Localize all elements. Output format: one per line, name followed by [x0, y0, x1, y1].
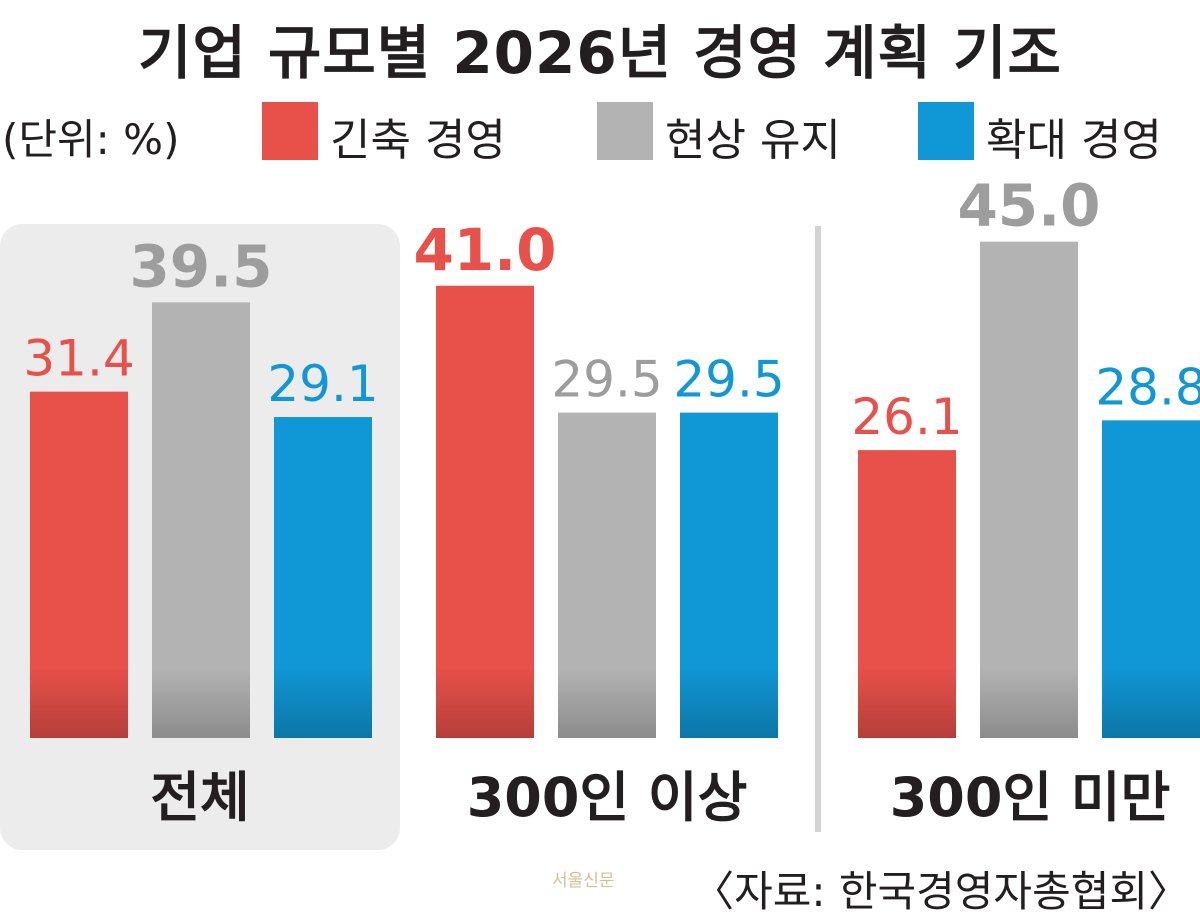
bar-shade-expansion-2	[1102, 668, 1200, 738]
bar-maintain-2	[980, 241, 1078, 738]
bar-shade-contraction-2	[858, 668, 956, 738]
legend-swatch-contraction	[262, 102, 318, 160]
bar-shade-expansion-0	[274, 668, 372, 738]
group-divider	[815, 226, 821, 832]
value-label-contraction-2: 26.1	[851, 388, 962, 446]
legend-swatch-maintain	[597, 102, 653, 160]
legend-swatch-expansion	[918, 102, 974, 160]
bar-shade-contraction-0	[30, 668, 128, 738]
category-label-1: 300인 이상	[467, 766, 748, 829]
legend: (단위: %) 긴축 경영 현상 유지 확대 경영	[0, 100, 1200, 166]
value-label-expansion-1: 29.5	[673, 351, 784, 409]
unit-label: (단위: %)	[2, 115, 180, 164]
source-note: 〈자료: 한국경영자총협회〉	[692, 867, 1190, 916]
value-label-maintain-2: 45.0	[957, 172, 1100, 240]
value-label-maintain-0: 39.5	[129, 232, 272, 300]
bar-maintain-0	[152, 302, 250, 738]
category-label-2: 300인 미만	[890, 766, 1171, 829]
value-label-maintain-1: 29.5	[551, 351, 662, 409]
value-label-contraction-1: 41.0	[413, 216, 556, 284]
bar-shade-maintain-0	[152, 668, 250, 738]
legend-label-maintain: 현상 유지	[665, 115, 841, 166]
watermark: 서울신문	[552, 871, 615, 891]
value-label-expansion-0: 29.1	[267, 355, 378, 413]
bar-shade-maintain-2	[980, 668, 1078, 738]
value-label-contraction-0: 31.4	[23, 330, 134, 388]
bar-shade-contraction-1	[436, 668, 534, 738]
bar-shade-maintain-1	[558, 668, 656, 738]
bar-contraction-1	[436, 285, 534, 738]
value-label-expansion-2: 28.8	[1095, 358, 1200, 416]
legend-label-contraction: 긴축 경영	[330, 115, 506, 166]
bar-shade-expansion-1	[680, 668, 778, 738]
category-label-0: 전체	[150, 766, 249, 829]
chart-title: 기업 규모별 2026년 경영 계획 기조	[138, 19, 1062, 87]
legend-label-expansion: 확대 경영	[986, 115, 1162, 166]
